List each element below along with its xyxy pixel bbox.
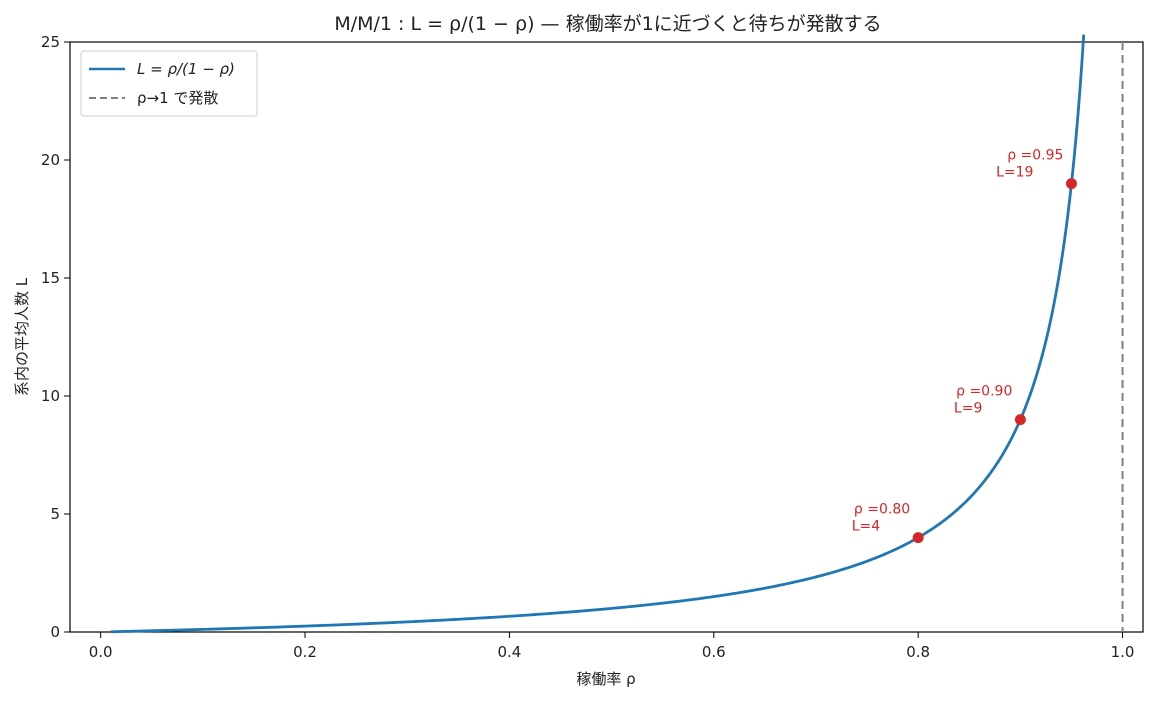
y-tick-label: 25 bbox=[41, 33, 60, 51]
x-tick-label: 1.0 bbox=[1111, 643, 1135, 661]
legend-label-asymptote: ρ→1 で発散 bbox=[137, 89, 218, 107]
point-label-rho: ρ =0.80 bbox=[854, 502, 910, 518]
series-layer bbox=[110, 34, 1124, 634]
point-label-L: L=19 bbox=[996, 165, 1033, 181]
highlight-point bbox=[1014, 414, 1026, 426]
highlight-point bbox=[912, 532, 924, 544]
y-tick-label: 0 bbox=[50, 623, 60, 641]
y-tick-label: 5 bbox=[50, 505, 60, 523]
point-label-rho: ρ =0.90 bbox=[956, 384, 1012, 400]
plot-frame bbox=[69, 41, 1144, 633]
point-label-L: L=4 bbox=[852, 519, 881, 535]
chart-title: M/M/1 : L = ρ/(1 − ρ) — 稼働率が1に近づくと待ちが発散す… bbox=[334, 13, 881, 35]
legend: L = ρ/(1 − ρ) ρ→1 で発散 bbox=[80, 50, 258, 117]
series-line-L bbox=[110, 34, 1086, 634]
highlight-points: ρ =0.80L=4 ρ =0.90L=9 ρ =0.95L=19 bbox=[852, 148, 1077, 544]
plot-area: 0.0 0.2 0.4 0.6 0.8 1.0 0 5 10 15 20 25 ρ =0.80L=4… bbox=[41, 33, 1144, 661]
x-tick-label: 0.6 bbox=[702, 643, 726, 661]
y-axis-label: 系内の平均人数 L bbox=[13, 277, 31, 396]
point-label-rho: ρ =0.95 bbox=[1007, 148, 1063, 164]
y-axis: 0 5 10 15 20 25 bbox=[41, 33, 70, 641]
legend-box bbox=[80, 50, 258, 117]
x-axis-label: 稼働率 ρ bbox=[576, 670, 635, 688]
point-label-L: L=9 bbox=[954, 401, 982, 417]
x-axis: 0.0 0.2 0.4 0.6 0.8 1.0 bbox=[89, 632, 1135, 661]
x-tick-label: 0.8 bbox=[906, 643, 930, 661]
y-tick-label: 20 bbox=[41, 151, 60, 169]
legend-label-curve: L = ρ/(1 − ρ) bbox=[137, 60, 235, 78]
y-tick-label: 15 bbox=[41, 269, 60, 287]
x-tick-label: 0.2 bbox=[293, 643, 317, 661]
highlight-point bbox=[1065, 178, 1077, 190]
x-tick-label: 0.0 bbox=[89, 643, 113, 661]
x-tick-label: 0.4 bbox=[497, 643, 521, 661]
y-tick-label: 10 bbox=[41, 387, 60, 405]
